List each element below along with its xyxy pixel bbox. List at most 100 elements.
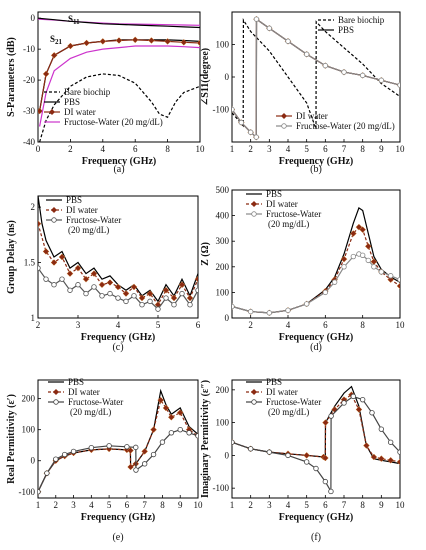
data-point <box>232 106 235 113</box>
x-tick-label: 5 <box>107 500 112 510</box>
y-tick-label: 0 <box>31 13 36 23</box>
series-line <box>38 429 198 493</box>
data-point <box>50 259 58 266</box>
data-point <box>266 310 273 316</box>
legend-label: Fructose-Water (20 mg/dL) <box>266 397 321 417</box>
data-point <box>43 276 49 282</box>
legend-marker <box>53 399 59 405</box>
series-line <box>232 253 400 314</box>
legend-label: PBS <box>68 377 84 387</box>
data-point <box>141 461 148 467</box>
x-tick-label: 7 <box>142 500 147 510</box>
data-point <box>232 303 235 310</box>
x-tick-label: 8 <box>360 320 365 330</box>
y-tick-label: -30 <box>23 106 35 116</box>
panel-caption: (d) <box>310 342 322 353</box>
x-tick-label: 2 <box>54 500 59 510</box>
y-tick-label: 0 <box>225 450 230 460</box>
x-tick-label: 2 <box>248 500 253 510</box>
data-point <box>176 409 184 416</box>
y-tick-label: 2 <box>31 202 36 212</box>
data-point <box>378 269 385 275</box>
data-point <box>168 430 175 436</box>
data-point <box>247 308 254 315</box>
data-point <box>285 307 291 314</box>
data-point <box>350 393 357 400</box>
x-tick-label: 3 <box>267 500 272 510</box>
legend-label: PBS <box>66 195 82 205</box>
data-point <box>51 282 57 288</box>
series-group <box>38 196 198 312</box>
panel-caption: (f) <box>311 532 321 543</box>
data-point <box>58 253 66 261</box>
x-tick-label: 1 <box>36 500 41 510</box>
x-tick-label: 4 <box>286 320 291 330</box>
legend-label: Fructose-Water (20 mg/dL) <box>266 209 321 229</box>
legend-marker <box>281 123 287 129</box>
x-tick-label: 5 <box>304 500 309 510</box>
data-point <box>365 257 371 264</box>
data-point <box>232 439 235 445</box>
data-point <box>115 295 121 301</box>
x-tick-label: 8 <box>360 144 365 154</box>
data-point <box>146 290 154 297</box>
legend-label: DI water <box>296 111 328 121</box>
y-tick-label: 300 <box>216 236 230 246</box>
x-tick-label: 3 <box>71 500 76 510</box>
data-point <box>138 294 146 302</box>
data-point <box>359 226 367 234</box>
data-point <box>247 446 254 452</box>
x-tick-label: 7 <box>342 500 347 510</box>
data-point <box>186 294 194 302</box>
x-tick-label: 5 <box>304 144 309 154</box>
y-axis-label: Imaginary Permittivity (ε″) <box>200 380 211 498</box>
data-point <box>359 252 366 258</box>
data-point <box>88 444 95 451</box>
data-point <box>180 38 188 46</box>
x-axis-label: Frequency (GHz) <box>81 332 156 343</box>
x-tick-label: 4 <box>116 320 121 330</box>
data-point <box>313 465 319 472</box>
data-point <box>253 134 259 140</box>
series-line <box>38 196 198 303</box>
legend-label: Fructose-Water (20 mg/dL) <box>296 121 395 131</box>
x-tick-label: 8 <box>165 144 170 154</box>
y-tick-label: 0 <box>31 456 36 466</box>
data-point <box>141 448 149 455</box>
data-point <box>139 301 145 308</box>
legend-marker <box>53 389 59 395</box>
data-point <box>67 42 74 50</box>
legend-marker <box>251 399 257 405</box>
panel-caption: (c) <box>112 342 123 353</box>
data-point <box>371 264 377 270</box>
x-tick-label: 6 <box>196 320 201 330</box>
panel-caption: (e) <box>112 532 123 543</box>
x-tick-label: 4 <box>101 144 106 154</box>
data-point <box>341 69 347 75</box>
x-tick-label: 1 <box>230 500 235 510</box>
data-point <box>387 276 395 283</box>
y-tick-label: -40 <box>23 137 35 147</box>
series-group <box>232 385 400 495</box>
data-point <box>378 77 385 83</box>
series-group <box>38 388 198 496</box>
y-tick-label: 500 <box>216 185 230 195</box>
x-tick-label: 10 <box>194 500 204 510</box>
data-point <box>163 295 169 301</box>
x-tick-label: 10 <box>396 320 406 330</box>
data-point <box>253 16 260 22</box>
x-tick-label: 2 <box>248 144 253 154</box>
data-point <box>303 301 310 307</box>
data-point <box>321 454 329 462</box>
x-tick-label: 9 <box>178 500 183 510</box>
data-point <box>67 287 73 293</box>
data-point <box>331 279 338 285</box>
data-point <box>99 293 105 299</box>
data-point <box>355 406 363 413</box>
y-axis-label: Z (Ω) <box>200 242 211 266</box>
